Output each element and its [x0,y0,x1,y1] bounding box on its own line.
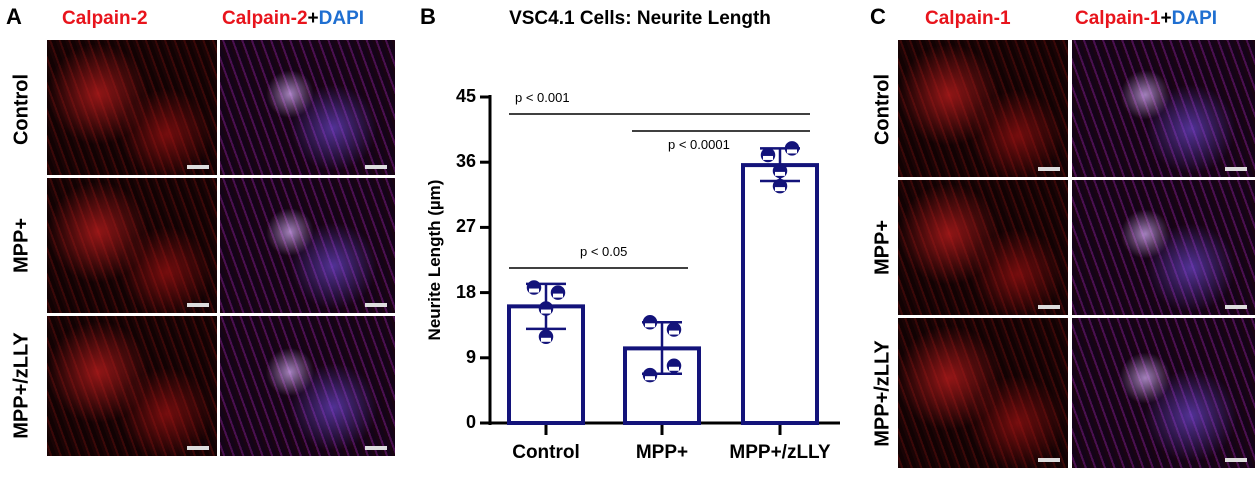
panel-c-row-control: Control [871,73,894,146]
data-point-highlight [775,187,785,192]
merge-red-text: Calpain-1 [1075,8,1161,29]
micrograph-c-zlly-merge [1072,318,1255,468]
panel-b-label: B [420,4,436,29]
panel-c-row-zlly: MPP+/zLLY [871,340,894,447]
panel-a-label: A [6,4,22,29]
data-point-highlight [541,337,551,342]
chart-title: VSC4.1 Cells: Neurite Length [509,8,771,29]
merge-blue-text: DAPI [318,8,365,29]
data-point-highlight [553,293,563,298]
panel-c-header-merge: Calpain-1+DAPI [1075,8,1217,30]
micrograph-a-zlly-merge [220,316,395,456]
data-point-highlight [529,288,539,293]
micrograph-a-control-calpain2 [47,40,217,175]
micrograph-c-mpp-calpain1 [898,180,1068,315]
merge-blue-text: DAPI [1171,8,1218,29]
data-point-highlight [669,330,679,335]
merge-plus: + [307,8,319,29]
panel-c-label: C [870,4,886,29]
x-tick-label: MPP+/zLLY [729,442,831,463]
y-tick-label: 36 [455,151,476,172]
data-point-highlight [645,376,655,381]
micrograph-a-control-merge [220,40,395,175]
micrograph-c-zlly-calpain1 [898,318,1068,468]
data-point-highlight [775,171,785,176]
panel-a-header-merge: Calpain-2+DAPI [222,8,364,30]
y-tick-label: 9 [465,346,476,367]
merge-red-text: Calpain-2 [222,8,308,29]
panel-c-row-mpp: MPP+ [871,219,894,276]
data-point-highlight [763,155,773,160]
micrograph-c-mpp-merge [1072,180,1255,315]
data-point-highlight [669,366,679,371]
y-tick-label: 0 [465,412,476,432]
x-tick-label: Control [512,442,580,463]
micrograph-c-control-calpain1 [898,40,1068,177]
y-tick-label: 18 [455,281,476,302]
significance-label: p < 0.0001 [668,137,730,152]
data-point-highlight [645,323,655,328]
data-point-highlight [787,149,797,154]
data-point-highlight [541,309,551,314]
micrograph-a-mpp-calpain2 [47,178,217,313]
y-tick-label: 27 [455,216,476,237]
micrograph-a-mpp-merge [220,178,395,313]
x-tick-label: MPP+ [635,442,689,463]
merge-plus: + [1160,8,1172,29]
micrograph-c-control-merge [1072,40,1255,177]
panel-c-header-calpain1: Calpain-1 [925,8,1011,29]
significance-label: p < 0.001 [515,90,570,105]
bar-MPP+/zLLY [741,163,819,425]
y-tick-label: 45 [455,86,476,106]
panel-a-header-calpain2: Calpain-2 [62,8,148,29]
significance-label: p < 0.05 [580,244,628,259]
micrograph-a-zlly-calpain2 [47,316,217,456]
